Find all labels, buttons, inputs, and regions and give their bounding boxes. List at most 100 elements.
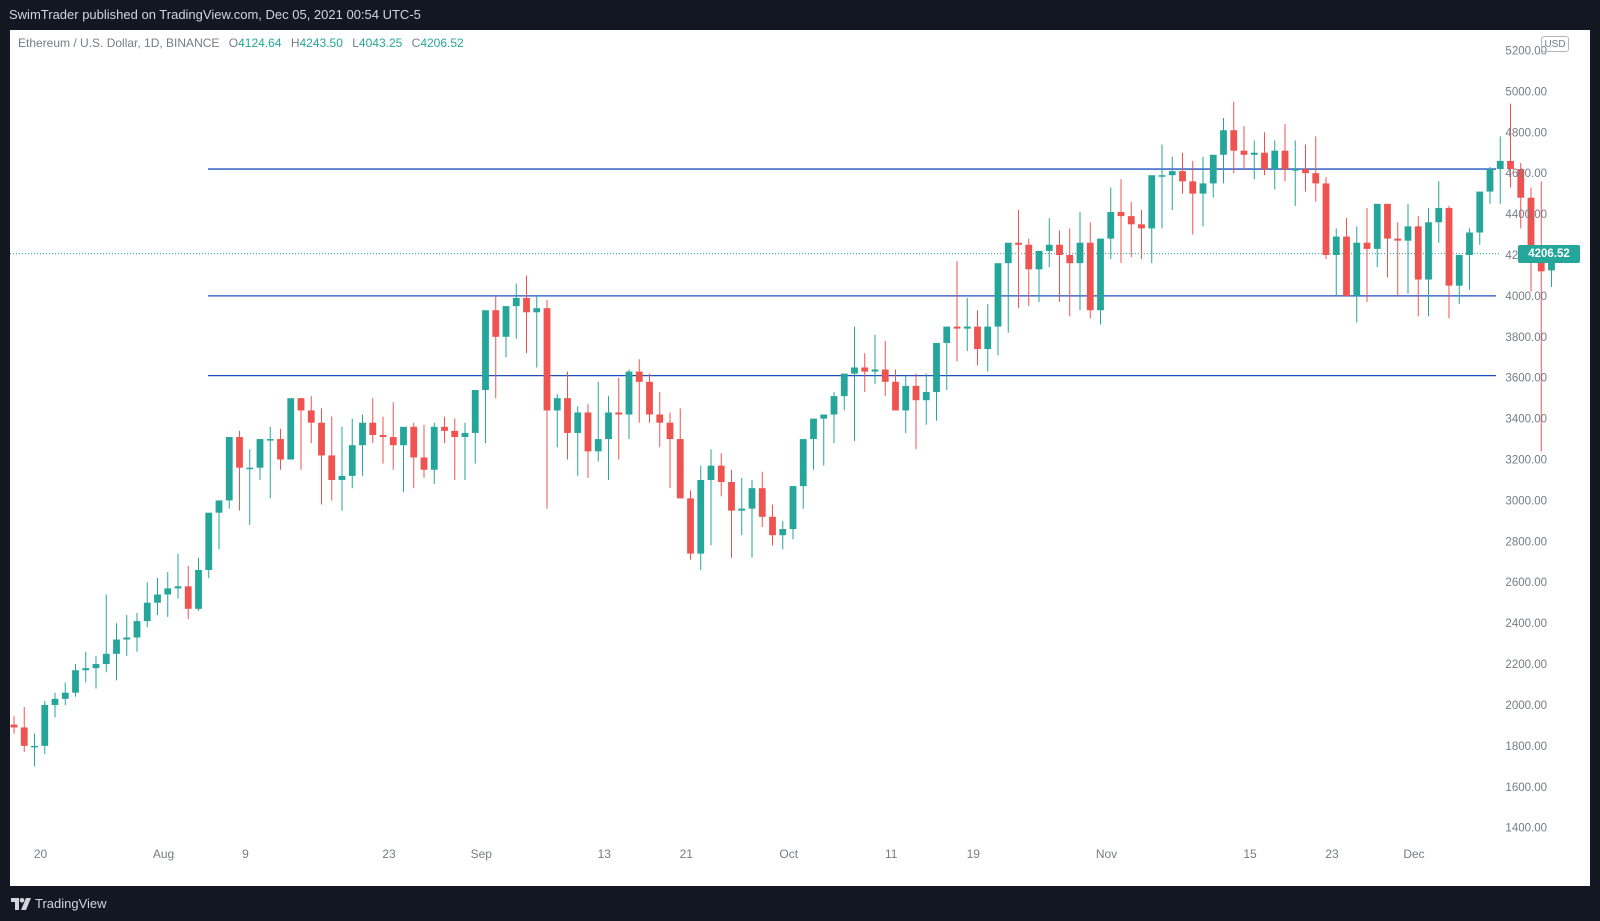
candle-body — [328, 455, 336, 480]
candle-body — [687, 498, 694, 554]
symbol-title: Ethereum / U.S. Dollar, 1D, BINANCE — [18, 36, 220, 50]
candle-body — [512, 297, 520, 307]
candle-body — [758, 488, 766, 517]
y-tick-label: 2000.00 — [1505, 700, 1547, 712]
y-tick-label: 5000.00 — [1505, 86, 1547, 98]
x-tick-label: 19 — [967, 847, 981, 861]
candle-body — [41, 704, 49, 746]
x-tick-label: 23 — [1325, 847, 1339, 861]
candle-body — [482, 310, 489, 390]
candle-body — [1425, 222, 1432, 280]
candle-body — [1517, 169, 1525, 198]
candle-body — [1414, 226, 1422, 280]
x-tick-label: 13 — [598, 847, 612, 861]
candle-body — [471, 389, 479, 433]
candle-body — [1025, 244, 1033, 270]
candle-body — [810, 418, 817, 440]
candle-body — [799, 439, 807, 487]
x-tick-label: Oct — [779, 847, 798, 861]
close-key: C — [411, 36, 421, 50]
x-tick-label: Sep — [471, 847, 493, 861]
candle-body — [236, 437, 243, 468]
candle-body — [400, 426, 407, 446]
candle-body — [523, 297, 530, 313]
candle-body — [840, 373, 848, 397]
candle-body — [51, 698, 59, 705]
candle-body — [1158, 175, 1166, 177]
symbol-legend: Ethereum / U.S. Dollar, 1D, BINANCE O412… — [18, 36, 464, 50]
y-tick-label: 1400.00 — [1505, 823, 1547, 835]
candle-body — [1168, 171, 1176, 176]
candle-body — [1445, 207, 1453, 286]
candle-body — [389, 437, 397, 446]
candle-body — [533, 308, 541, 313]
y-tick-label: 3400.00 — [1505, 414, 1547, 426]
candle-body — [1343, 236, 1350, 296]
y-tick-label: 1600.00 — [1505, 782, 1547, 794]
candle-body — [943, 326, 951, 343]
candle-body — [646, 381, 653, 415]
candle-body — [195, 569, 202, 609]
candle-body — [1127, 216, 1135, 225]
candle-body — [1302, 169, 1309, 174]
y-tick-label: 3200.00 — [1505, 455, 1547, 467]
candle-body — [861, 367, 869, 372]
x-tick-label: Aug — [153, 847, 174, 861]
candle-body — [1332, 236, 1340, 255]
candle-body — [1148, 175, 1156, 229]
candle-body — [72, 670, 79, 693]
y-tick-label: 3800.00 — [1505, 332, 1547, 344]
candle-body — [676, 439, 684, 499]
candle-body — [154, 594, 161, 603]
candle-body — [902, 385, 910, 411]
candle-body — [615, 412, 623, 415]
candle-body — [420, 457, 428, 470]
candle-body — [963, 326, 971, 329]
last-price-tag: 4206.52 — [1518, 244, 1580, 263]
candle-body — [1271, 150, 1279, 170]
x-tick-label: 23 — [382, 847, 396, 861]
candle-body — [1076, 242, 1084, 264]
candle-body — [82, 668, 90, 671]
candle-body — [20, 727, 28, 746]
y-tick-label: 3600.00 — [1505, 373, 1547, 385]
high-value: 4243.50 — [299, 36, 343, 50]
candle-body — [666, 422, 674, 440]
candle-body — [953, 326, 961, 329]
y-tick-label: 2800.00 — [1505, 536, 1547, 548]
candle-body — [553, 398, 561, 411]
candle-body — [1435, 207, 1443, 223]
candle-body — [277, 439, 284, 460]
low-key: L — [352, 36, 359, 50]
brand-label: TradingView — [35, 896, 107, 911]
candle-body — [369, 422, 377, 435]
candle-body — [492, 310, 500, 337]
candle-body — [1189, 181, 1197, 194]
candle-body — [318, 422, 325, 456]
candle-body — [1373, 203, 1381, 249]
candle-body — [1281, 150, 1289, 170]
candle-body — [1056, 244, 1063, 255]
candle-body — [502, 306, 510, 337]
candle-body — [697, 479, 705, 554]
tradingview-logo[interactable]: TradingView — [11, 896, 107, 911]
x-tick-label: Nov — [1096, 847, 1117, 861]
candle-body — [1035, 250, 1043, 270]
candlestick-chart[interactable]: 5200.005000.004800.004600.004400.004200.… — [10, 30, 1590, 886]
x-tick-label: 20 — [34, 847, 48, 861]
candle-body — [789, 486, 797, 530]
candle-body — [656, 414, 664, 423]
currency-button[interactable]: USD — [1541, 36, 1569, 52]
candle-body — [1507, 160, 1514, 170]
candle-body — [994, 263, 1002, 327]
candle-body — [92, 664, 100, 669]
candle-body — [922, 392, 930, 401]
open-value: 4124.64 — [238, 36, 282, 50]
candle-body — [594, 439, 602, 452]
candle-body — [584, 412, 592, 452]
y-tick-label: 2600.00 — [1505, 577, 1547, 589]
candle-body — [205, 512, 213, 570]
candle-body — [1476, 191, 1484, 233]
chart-pane[interactable]: 5200.005000.004800.004600.004400.004200.… — [10, 30, 1590, 886]
candle-body — [359, 422, 366, 446]
